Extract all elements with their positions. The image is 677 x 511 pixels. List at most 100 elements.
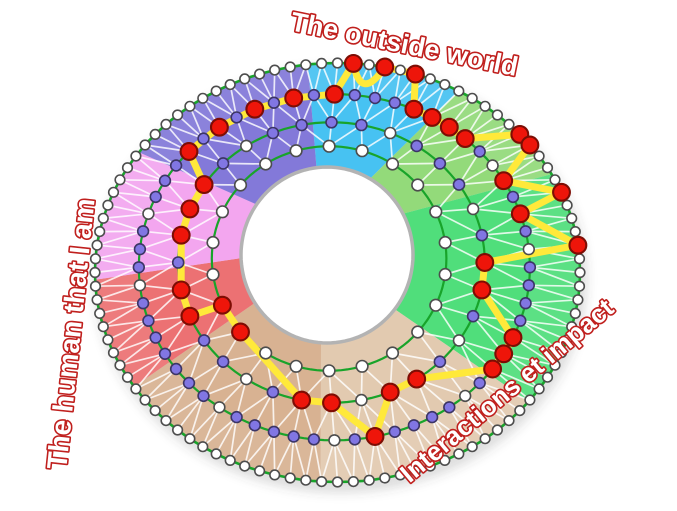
wheel-node[interactable] <box>132 261 146 274</box>
wheel-node[interactable] <box>572 294 584 306</box>
wheel-node[interactable] <box>479 433 491 445</box>
wheel-node[interactable] <box>410 139 424 153</box>
wheel-node[interactable] <box>519 225 532 238</box>
wheel-node[interactable] <box>215 205 229 219</box>
wheel-node[interactable] <box>184 433 196 445</box>
wheel-node[interactable] <box>158 347 172 360</box>
wheel-node-highlighted[interactable] <box>422 107 442 127</box>
wheel-node[interactable] <box>139 139 151 151</box>
wheel-node[interactable] <box>149 405 161 417</box>
wheel-node[interactable] <box>89 253 102 265</box>
wheel-node[interactable] <box>130 383 142 395</box>
wheel-node[interactable] <box>439 78 451 91</box>
wheel-node[interactable] <box>216 355 230 369</box>
wheel-node[interactable] <box>114 174 126 186</box>
wheel-node-highlighted[interactable] <box>322 393 341 413</box>
wheel-node-highlighted[interactable] <box>343 53 363 73</box>
wheel-node-highlighted[interactable] <box>483 359 503 379</box>
wheel-node[interactable] <box>424 73 436 85</box>
wheel-node[interactable] <box>479 100 491 112</box>
wheel-node[interactable] <box>466 92 478 104</box>
wheel-node-highlighted[interactable] <box>209 117 229 137</box>
wheel-node[interactable] <box>566 321 578 333</box>
wheel-node-highlighted[interactable] <box>380 382 400 402</box>
wheel-node[interactable] <box>206 267 220 282</box>
wheel-node[interactable] <box>224 454 236 467</box>
wheel-node[interactable] <box>409 465 422 477</box>
wheel-node[interactable] <box>459 389 472 403</box>
wheel-node[interactable] <box>136 225 150 238</box>
wheel-node[interactable] <box>519 297 532 310</box>
wheel-node[interactable] <box>325 116 338 129</box>
wheel-node-highlighted[interactable] <box>568 235 588 255</box>
wheel-node[interactable] <box>158 174 172 187</box>
wheel-node[interactable] <box>240 372 253 386</box>
wheel-node[interactable] <box>522 243 535 256</box>
wheel-node[interactable] <box>503 118 515 130</box>
wheel-node-highlighted[interactable] <box>231 322 250 342</box>
wheel-node[interactable] <box>230 410 243 424</box>
wheel-node[interactable] <box>533 150 545 162</box>
wheel-node[interactable] <box>506 190 520 204</box>
sector-sky-blue[interactable] <box>307 63 459 179</box>
wheel-node[interactable] <box>569 307 581 320</box>
wheel-node[interactable] <box>316 57 328 70</box>
wheel-node[interactable] <box>439 454 451 467</box>
wheel-node[interactable] <box>453 85 465 97</box>
wheel-node[interactable] <box>254 68 266 80</box>
wheel-node-highlighted[interactable] <box>494 171 514 191</box>
wheel-node[interactable] <box>171 256 185 269</box>
wheel-node[interactable] <box>184 100 196 112</box>
wheel-node[interactable] <box>133 243 147 256</box>
wheel-node[interactable] <box>197 389 210 403</box>
wheel-node[interactable] <box>328 434 341 447</box>
wheel-node[interactable] <box>438 267 452 282</box>
wheel-node[interactable] <box>316 476 328 488</box>
wheel-node-highlighted[interactable] <box>324 84 344 104</box>
wheel-node[interactable] <box>533 383 545 395</box>
wheel-node[interactable] <box>322 139 336 153</box>
wheel-node[interactable] <box>355 118 368 132</box>
wheel-node[interactable] <box>383 126 397 140</box>
wheel-node[interactable] <box>233 178 248 192</box>
wheel-node[interactable] <box>197 334 211 347</box>
wheel-node-highlighted[interactable] <box>510 204 530 224</box>
wheel-node[interactable] <box>355 144 369 158</box>
wheel-node[interactable] <box>267 425 281 438</box>
wheel-node[interactable] <box>114 359 126 371</box>
wheel-node[interactable] <box>210 448 222 460</box>
wheel-node[interactable] <box>573 280 586 292</box>
wheel-node[interactable] <box>466 309 480 323</box>
wheel-node-highlighted[interactable] <box>171 225 191 245</box>
wheel-node[interactable] <box>284 472 296 484</box>
wheel-node-highlighted[interactable] <box>405 64 425 84</box>
wheel-node[interactable] <box>524 394 536 406</box>
wheel-node[interactable] <box>307 433 321 446</box>
wheel-node[interactable] <box>429 298 443 312</box>
wheel-node[interactable] <box>394 469 406 481</box>
wheel-node[interactable] <box>491 109 504 121</box>
wheel-node-highlighted[interactable] <box>180 199 200 219</box>
wheel-node[interactable] <box>239 460 251 472</box>
wheel-node[interactable] <box>453 448 465 460</box>
wheel-node-highlighted[interactable] <box>375 57 395 77</box>
wheel-node[interactable] <box>149 128 161 140</box>
wheel-node[interactable] <box>160 415 172 427</box>
wheel-node-highlighted[interactable] <box>180 306 200 326</box>
wheel-node[interactable] <box>307 88 321 102</box>
wheel-node[interactable] <box>139 394 151 406</box>
wheel-node[interactable] <box>300 59 312 71</box>
wheel-node[interactable] <box>331 57 344 69</box>
wheel-node[interactable] <box>259 157 273 171</box>
wheel-node[interactable] <box>248 419 262 432</box>
wheel-node[interactable] <box>254 465 266 477</box>
wheel-node-highlighted[interactable] <box>475 253 495 272</box>
wheel-node-highlighted[interactable] <box>520 135 540 155</box>
wheel-node[interactable] <box>491 424 504 436</box>
wheel-node-highlighted[interactable] <box>365 427 385 446</box>
wheel-node[interactable] <box>514 314 527 327</box>
wheel-node[interactable] <box>433 355 447 369</box>
wheel-node[interactable] <box>182 376 196 390</box>
wheel-node[interactable] <box>425 410 439 424</box>
wheel-node-highlighted[interactable] <box>284 88 304 108</box>
